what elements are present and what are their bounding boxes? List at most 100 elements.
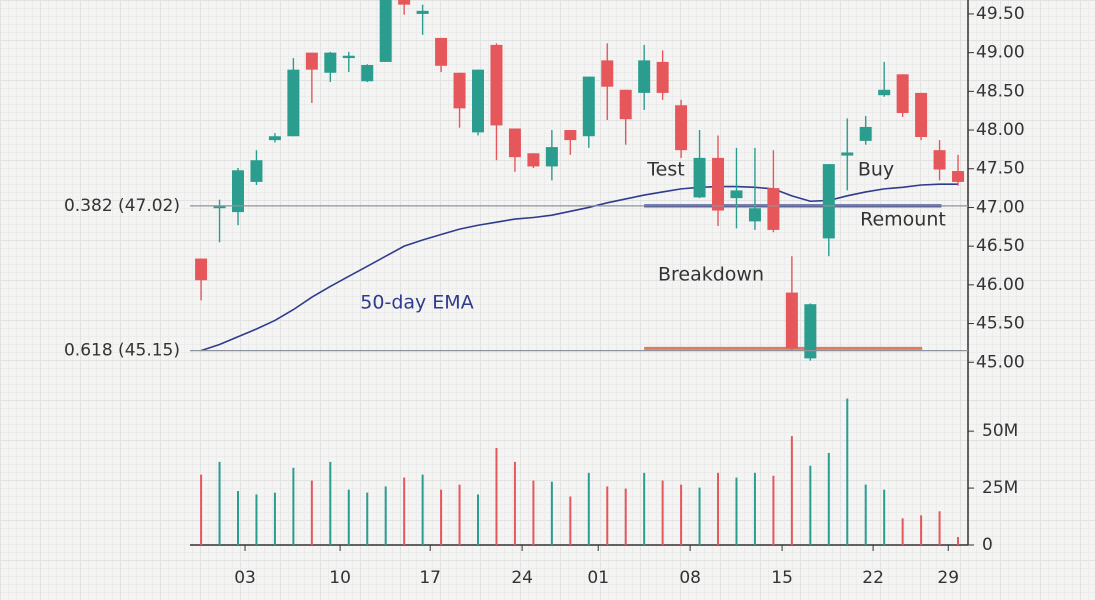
- volume-bar: [366, 492, 369, 545]
- volume-bar: [772, 475, 775, 545]
- y-tick-label: 45.50: [976, 314, 1025, 334]
- candle-body: [582, 76, 595, 137]
- ema-line: [200, 183, 959, 352]
- x-tick-label: 22: [862, 568, 884, 588]
- candle-body: [712, 157, 725, 211]
- x-tick-label: 08: [679, 568, 701, 588]
- x-tick-label: 10: [329, 568, 351, 588]
- candle-body: [324, 52, 337, 73]
- candle-body: [638, 60, 651, 93]
- candle-body: [841, 152, 854, 156]
- volume-bar: [938, 511, 941, 545]
- y2-tick-label: 25M: [982, 478, 1018, 498]
- volume-bar: [661, 480, 664, 545]
- volume-bar: [569, 496, 572, 545]
- candle-body: [342, 55, 355, 59]
- y-tick-label: 46.50: [976, 236, 1025, 256]
- candle-body: [213, 205, 226, 209]
- candle-body: [472, 69, 485, 133]
- volume-bar: [957, 537, 960, 545]
- series-label: 50-day EMA: [360, 292, 473, 314]
- candle-body: [804, 304, 817, 359]
- candle-body: [232, 170, 245, 213]
- volume-bar: [883, 489, 886, 545]
- candle-body: [785, 292, 798, 349]
- volume-bar: [864, 484, 867, 545]
- volume-bar: [846, 398, 849, 545]
- volume-bar: [273, 492, 276, 545]
- candle-body: [398, 0, 411, 5]
- candle-body: [915, 92, 928, 138]
- candle-body: [564, 130, 577, 141]
- volume-bar: [495, 448, 498, 545]
- volume-bar: [237, 491, 240, 545]
- volume-bar: [513, 461, 516, 545]
- x-tick-label: 24: [511, 568, 533, 588]
- annotation: Buy: [858, 159, 894, 181]
- annotation: Breakdown: [658, 264, 764, 286]
- candle-body: [933, 150, 946, 170]
- candle-body: [693, 157, 706, 198]
- annotation: Test: [646, 159, 684, 181]
- y2-tick-label: 50M: [982, 421, 1018, 441]
- candle-body: [767, 188, 780, 230]
- volume-bar: [255, 494, 258, 545]
- candle-body: [527, 153, 540, 167]
- volume-bar: [643, 472, 646, 545]
- volume-bar: [735, 477, 738, 545]
- candle-body: [619, 89, 632, 120]
- volume-bar: [901, 518, 904, 545]
- x-tick-label: 17: [419, 568, 441, 588]
- candle-body: [656, 61, 669, 93]
- volume-bar: [200, 474, 203, 545]
- annotation: Remount: [860, 209, 946, 231]
- candle-body: [878, 89, 891, 96]
- volume-bar: [827, 453, 830, 545]
- candle-body: [952, 171, 965, 182]
- volume-bar: [809, 465, 812, 545]
- volume-bar: [440, 489, 443, 545]
- volume-bar: [698, 487, 701, 545]
- volume-bar: [329, 461, 332, 545]
- candle-body: [545, 147, 558, 167]
- y-tick-label: 49.00: [976, 43, 1025, 63]
- volume-bar: [347, 489, 350, 545]
- y-tick-label: 47.00: [976, 197, 1025, 217]
- candle-body: [416, 10, 429, 14]
- candle-body: [305, 52, 318, 70]
- candle-body: [748, 208, 761, 222]
- candle-body: [379, 0, 392, 62]
- volume-bar: [403, 477, 406, 545]
- candle-body: [490, 44, 503, 126]
- candle-body: [730, 190, 743, 199]
- candle-body: [250, 160, 263, 182]
- y2-tick-label: 0: [982, 535, 993, 555]
- y-tick-label: 47.50: [976, 159, 1025, 179]
- volume-bar: [477, 494, 480, 545]
- volume-bar: [624, 488, 627, 545]
- y-tick-label: 45.00: [976, 352, 1025, 372]
- volume-bar: [218, 461, 221, 545]
- volume-bar: [384, 486, 387, 545]
- y-tick-label: 49.50: [976, 4, 1025, 24]
- candle-body: [195, 258, 208, 281]
- candle-body: [435, 37, 448, 66]
- level-label: 0.618 (45.15): [64, 341, 180, 361]
- candle-body: [859, 126, 872, 141]
- volume-bar: [458, 484, 461, 545]
- candle-body: [287, 69, 300, 137]
- volume-bar: [606, 486, 609, 545]
- candle-body: [601, 60, 614, 87]
- price-panel: [195, 0, 965, 361]
- y-tick-label: 46.00: [976, 275, 1025, 295]
- candle-body: [508, 128, 521, 158]
- y-tick-label: 48.00: [976, 120, 1025, 140]
- volume-bar: [421, 474, 424, 545]
- volume-bar: [717, 472, 720, 545]
- volume-bar: [310, 480, 313, 545]
- y-tick-label: 48.50: [976, 81, 1025, 101]
- candle-body: [453, 72, 466, 109]
- volume-bar: [753, 472, 756, 545]
